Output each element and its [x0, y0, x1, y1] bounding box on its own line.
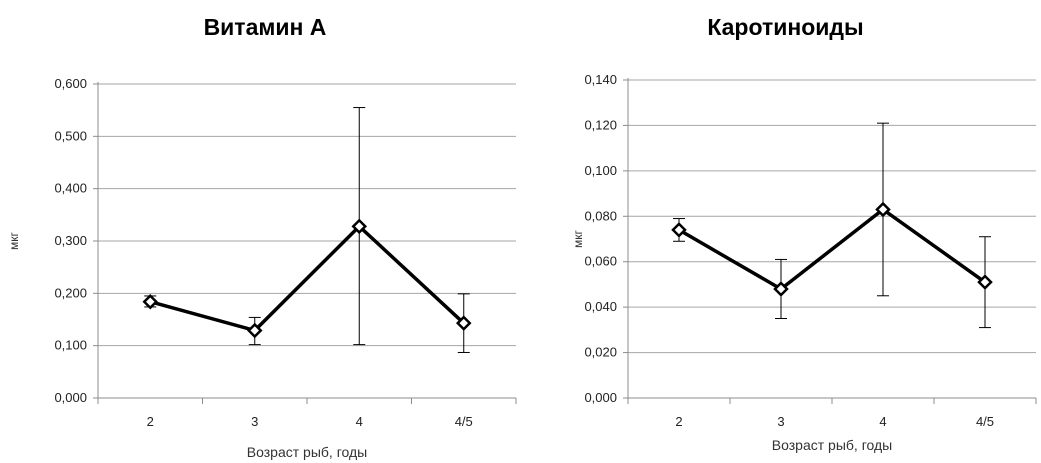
y-tick-label: 0,000: [54, 390, 87, 405]
data-point: [773, 281, 789, 297]
x-tick-label: 4: [879, 414, 886, 429]
y-tick-label: 0,600: [54, 76, 87, 91]
x-axis-label: Возраст рыб, годы: [772, 437, 892, 453]
x-axis-label: Возраст рыб, годы: [247, 444, 367, 460]
chart-carotenoids-plot: 0,000 0,020 0,040 0,060 0,080 0,100 0,120 0,140…: [571, 72, 1037, 453]
chart-vitamin-a: Витамин А 0,000 0,100 0,200 0,300 0,400 0,500…: [7, 14, 517, 460]
x-tick-label: 4/5: [455, 414, 473, 429]
data-point: [671, 222, 687, 238]
y-tick-label: 0,020: [584, 345, 617, 360]
y-tick-label: 0,000: [584, 390, 617, 405]
x-tick-label: 2: [147, 414, 154, 429]
data-point: [875, 201, 891, 218]
y-tick-label: 0,400: [54, 181, 87, 196]
x-tick-label: 3: [251, 414, 258, 429]
data-point: [977, 274, 993, 290]
y-tick-label: 0,500: [54, 128, 87, 143]
x-tick-label: 4: [356, 414, 363, 429]
data-point: [455, 315, 472, 331]
series-line: [149, 224, 465, 333]
chart-carotenoids: Каротиноиды 0,000 0,020 0,040 0,060 0,080 0,1…: [530, 0, 1041, 463]
x-tick-label: 2: [675, 414, 682, 429]
y-tick-label: 0,300: [54, 233, 87, 248]
y-axis-label: мкг: [571, 229, 585, 248]
y-tick-label: 0,100: [584, 163, 617, 178]
data-point: [246, 322, 263, 339]
x-tick-label: 4/5: [976, 414, 994, 429]
series-line: [678, 207, 987, 291]
chart-vitamin-a-plot: 0,000 0,100 0,200 0,300 0,400 0,500 0,600 2 3 4 4/…: [7, 76, 517, 460]
data-point: [351, 218, 368, 235]
y-tick-label: 0,140: [584, 72, 617, 87]
y-tick-label: 0,080: [584, 208, 617, 223]
y-tick-label: 0,120: [584, 117, 617, 132]
y-tick-label: 0,200: [54, 285, 87, 300]
y-tick-label: 0,040: [584, 299, 617, 314]
data-point: [142, 293, 159, 310]
y-tick-label: 0,100: [54, 338, 87, 353]
x-tick-label: 3: [777, 414, 784, 429]
chart-title: Витамин А: [203, 14, 327, 40]
y-tick-label: 0,060: [584, 254, 617, 269]
chart-title: Каротиноиды: [707, 14, 864, 40]
y-axis-label: мкг: [7, 231, 21, 250]
